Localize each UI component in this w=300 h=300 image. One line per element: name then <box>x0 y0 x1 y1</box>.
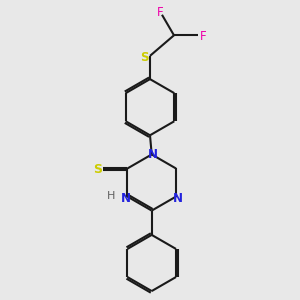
Text: H: H <box>107 191 115 201</box>
Text: N: N <box>173 192 183 205</box>
Text: N: N <box>121 192 131 205</box>
Text: S: S <box>141 51 149 64</box>
Text: N: N <box>148 148 158 161</box>
Text: F: F <box>200 30 206 43</box>
Text: F: F <box>157 6 164 19</box>
Text: S: S <box>94 164 103 176</box>
